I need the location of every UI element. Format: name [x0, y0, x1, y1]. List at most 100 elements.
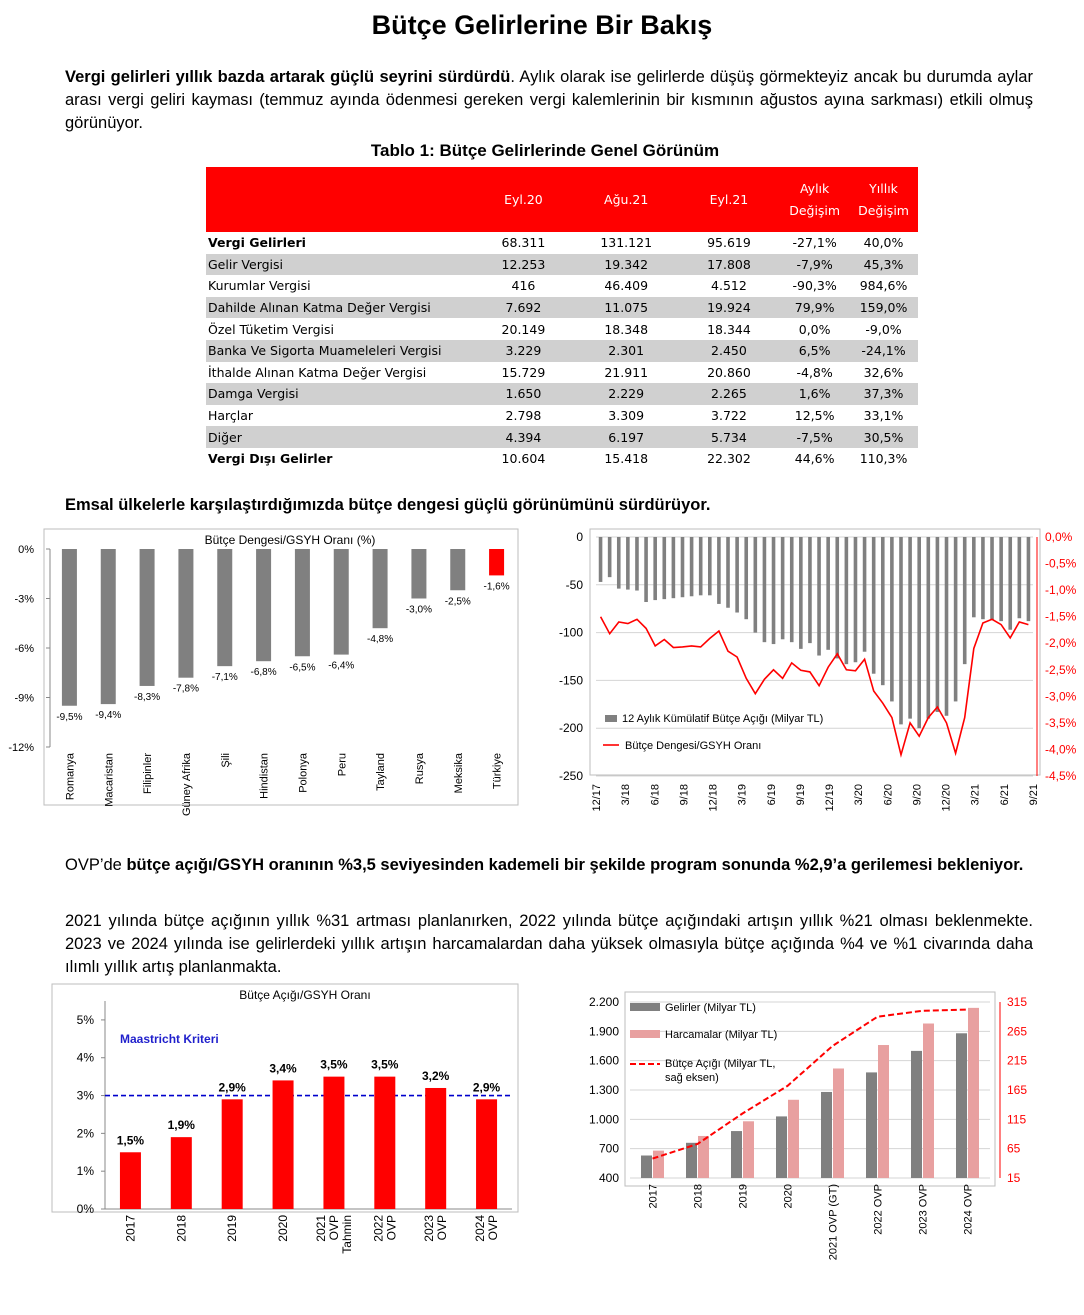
deficit-paragraph: 2021 yılında bütçe açığının yıllık %31 a…: [65, 912, 1033, 976]
y-left-tick: -200: [559, 721, 583, 735]
row-label: Gelir Vergisi: [206, 253, 473, 276]
bar-expense: [653, 1150, 664, 1178]
row-value: 12.253: [472, 253, 575, 276]
category-label: Hindistan: [259, 753, 271, 799]
revenue-table: Eyl.20 Ağu.21 Eyl.21 Aylık Değişim Yıllık Deği…: [206, 167, 918, 470]
row-value: 159,0%: [849, 296, 918, 319]
bar: [1026, 537, 1031, 622]
bar: [653, 537, 657, 601]
table-row: Banka Ve Sigorta Muameleleri Vergisi 3.22…: [206, 339, 918, 362]
y-left-tick: 1.000: [589, 1112, 619, 1126]
row-value: -7,5%: [780, 426, 850, 448]
data-label: 2,9%: [219, 1080, 247, 1094]
data-label: -4,8%: [367, 634, 393, 645]
header-word: Aylık: [799, 180, 830, 196]
data-label: 3,2%: [422, 1069, 450, 1083]
category-label: 2022: [371, 1215, 385, 1242]
table-row: İthalde Alınan Katma Değer Vergisi 15.729…: [206, 362, 918, 384]
row-value: 46.409: [604, 278, 649, 294]
bar: [256, 549, 272, 662]
y-right-tick: -1,5%: [1045, 610, 1077, 624]
page-title: Bütçe Gelirlerine Bir Bakış: [371, 10, 713, 40]
revenue-expense-chart: 400 700 1.000 1.300 1.600 1.900 2.200 15 65 115 16…: [570, 990, 1050, 1280]
bar: [771, 537, 776, 645]
data-label: -7,1%: [212, 672, 238, 683]
row-value: 18.348: [604, 321, 649, 337]
row-value: 7.692: [472, 296, 575, 319]
bar: [372, 549, 388, 629]
x-tick-label: 9/21: [1028, 784, 1040, 805]
table-row: Damga Vergisi 1.650 2.229 2.265 1,6% 37,3%: [206, 383, 918, 405]
data-label: 1,5%: [117, 1133, 145, 1147]
category-label: Rusya: [414, 752, 426, 784]
row-value: 30,5%: [849, 426, 918, 448]
bar-revenue: [776, 1116, 787, 1178]
category-label: Tayland: [375, 753, 387, 791]
y-tick-label: 1%: [77, 1164, 95, 1178]
ovp-paragraph: OVP’de bütçe açığı/GSYH oranının %3,5 se…: [65, 854, 1033, 877]
table-header-5: Yıllık Değişim: [849, 167, 918, 232]
row-value: 15.418: [604, 451, 649, 467]
row-value: 4.394: [472, 426, 575, 448]
y-right-tick: 0,0%: [1045, 530, 1073, 544]
row-value: -7,9%: [780, 253, 850, 276]
chart-title: Bütçe Açığı/GSYH Oranı: [239, 988, 370, 1002]
y-left-tick: 2.200: [589, 995, 619, 1009]
category-label: 2021 OVP (GT): [828, 1184, 840, 1260]
category-label: 2022 OVP: [873, 1184, 885, 1235]
y-right-tick: 15: [1007, 1171, 1021, 1185]
x-tick-label: 3/19: [737, 784, 749, 805]
row-value: -27,1%: [792, 235, 837, 251]
row-label: Dahilde Alınan Katma Değer Vergisi: [206, 296, 473, 319]
row-value: 95.619: [707, 235, 751, 251]
x-tick-label: 6/19: [766, 784, 778, 805]
category-label: Meksika: [453, 752, 465, 793]
ovp-bold: bütçe açığı/GSYH oranının %3,5 seviyesin…: [126, 856, 1024, 874]
row-value: 131.121: [600, 235, 653, 251]
bar: [972, 537, 976, 618]
table-row: Vergi Gelirleri 68.311 131.121 95.619 -27,1%…: [206, 232, 918, 254]
x-tick-label: 9/20: [911, 784, 923, 805]
row-label: Damga Vergisi: [206, 383, 473, 405]
row-value: 68.311: [501, 235, 546, 251]
row-value: 19.924: [677, 296, 781, 319]
row-value: 2.229: [574, 383, 678, 405]
row-value: 6,5%: [780, 339, 850, 362]
data-label: -7,8%: [173, 684, 199, 695]
row-value: 33,1%: [863, 408, 904, 424]
y-tick-label: -9%: [14, 693, 34, 705]
row-value: 79,9%: [780, 296, 850, 319]
row-value: 12,5%: [794, 408, 835, 424]
bar: [817, 537, 821, 656]
y-right-tick: 65: [1007, 1142, 1021, 1156]
bar: [962, 537, 967, 665]
data-label: -2,5%: [445, 596, 471, 607]
bar: [835, 537, 840, 659]
bar: [744, 537, 749, 620]
table-row: Vergi Dışı Gelirler 10.604 15.418 22.302 44,…: [206, 448, 918, 470]
bar: [1008, 537, 1013, 630]
category-label: 2020: [276, 1215, 290, 1242]
table-header-4: Aylık Değişim: [780, 167, 850, 232]
table-row: Harçlar 2.798 3.309 3.722 12,5% 33,1%: [206, 405, 918, 427]
x-tick-label: 6/18: [649, 784, 661, 805]
comparison-heading: Emsal ülkelerle karşılaştırdığımızda büt…: [65, 496, 711, 514]
bar: [944, 537, 949, 716]
bar: [425, 1087, 447, 1209]
data-label: 3,4%: [269, 1061, 297, 1075]
bar: [753, 537, 758, 633]
reference-label: Maastricht Kriteri: [120, 1032, 219, 1046]
legend-label-deficit: Bütçe Açığı (Milyar TL,: [665, 1058, 775, 1070]
bar-expense: [743, 1121, 754, 1178]
y-tick-label: 0%: [18, 544, 34, 556]
y-tick-label: -3%: [14, 594, 34, 606]
bar: [717, 537, 721, 604]
bar: [170, 1137, 192, 1209]
legend-label-line: Bütçe Dengesi/GSYH Oranı: [625, 740, 761, 752]
y-tick-label: -6%: [14, 643, 34, 655]
table-header-label: [206, 167, 473, 232]
bar: [333, 549, 349, 655]
legend-swatch-revenue: [630, 1003, 660, 1011]
country-balance-chart: Bütçe Dengesi/GSYH Oranı (%) 0% -3% -6% -9% -…: [0, 527, 530, 827]
intro-bold: Vergi gelirleri yıllık bazda artarak güç…: [65, 68, 511, 86]
